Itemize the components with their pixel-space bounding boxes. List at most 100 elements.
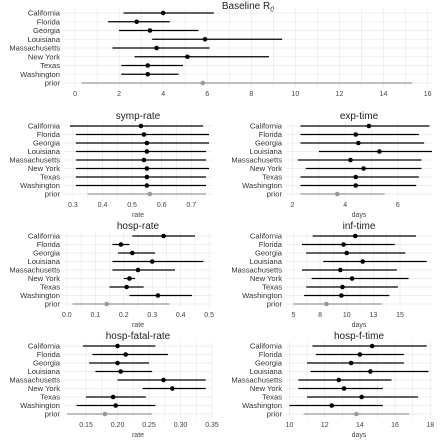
panel-4: inf-time 5 8 10 13 15 CaliforniaFloridaGeorgia… [231, 221, 432, 329]
point-estimate [130, 250, 135, 256]
x-tick-label: 12 [336, 91, 344, 98]
row-label: prior [45, 300, 61, 309]
point-estimate [344, 250, 350, 256]
x-tick-label: 0.25 [142, 422, 156, 429]
x-tick-label: 6 [205, 91, 209, 98]
point-estimate [341, 242, 346, 247]
row-label: Georgia [255, 359, 283, 368]
x-tick-label: 2 [117, 91, 121, 98]
point-estimate [353, 183, 359, 188]
row-label: Texas [40, 393, 60, 402]
x-axis-label: rate [132, 322, 144, 329]
point-estimate [147, 191, 153, 197]
point-estimate [138, 123, 144, 129]
point-estimate [349, 276, 355, 281]
point-estimate [102, 411, 108, 417]
row-label: California [28, 342, 61, 351]
point-estimate [135, 267, 141, 273]
row-label: Texas [40, 173, 60, 182]
point-estimate [368, 369, 373, 374]
x-tick-label: 10 [286, 422, 294, 429]
row-label: Georgia [33, 359, 61, 368]
point-estimate [185, 54, 190, 60]
point-estimate [352, 233, 358, 239]
x-tick-label: 2 [291, 202, 295, 209]
row-label: Florida [37, 350, 61, 359]
point-estimate [361, 166, 366, 171]
x-tick-label: 4 [161, 91, 165, 98]
x-tick-label: 14 [356, 422, 364, 429]
row-label: Massachusetts [9, 44, 60, 53]
point-estimate [149, 259, 155, 264]
row-label: Washington [20, 70, 60, 79]
panel-title: exp-time [340, 111, 379, 122]
point-estimate [324, 301, 329, 307]
row-label: California [250, 342, 283, 351]
row-label: Louisiana [27, 367, 60, 376]
x-tick-label: 15 [396, 312, 404, 319]
point-estimate [134, 19, 140, 25]
row-label: Georgia [33, 249, 61, 258]
panel-3: hosp-rate 0.0 0.1 0.2 0.3 0.4 0.5 CaliforniaFlo… [9, 221, 214, 329]
point-estimate [353, 174, 359, 180]
x-tick-label: 6 [396, 202, 400, 209]
row-label: Washington [20, 181, 60, 190]
point-estimate [144, 183, 150, 188]
point-estimate [113, 403, 118, 408]
row-label: Texas [262, 393, 282, 402]
point-estimate [348, 157, 353, 163]
panel-5: hosp-fatal-rate 0.15 0.20 0.25 0.30 0.35 Calif… [9, 331, 219, 439]
x-tick-label: 10 [343, 312, 351, 319]
row-label: Louisiana [27, 257, 60, 266]
row-label: prior [45, 410, 61, 419]
row-label: Massachusetts [231, 156, 282, 165]
row-label: Massachusetts [231, 376, 282, 385]
row-label: Washington [20, 291, 60, 300]
row-label: Louisiana [249, 147, 282, 156]
point-estimate [329, 403, 335, 408]
row-label: New York [28, 274, 60, 283]
x-tick-label: 4 [343, 202, 347, 209]
row-label: New York [250, 274, 282, 283]
point-estimate [115, 360, 120, 366]
x-tick-label: 0.7 [186, 202, 196, 209]
x-tick-label: 0.4 [98, 202, 108, 209]
point-estimate [348, 360, 354, 366]
row-label: prior [45, 79, 61, 88]
point-estimate [336, 377, 342, 383]
point-estimate [145, 63, 151, 68]
point-estimate [202, 36, 208, 42]
point-estimate [369, 343, 375, 349]
row-label: Massachusetts [9, 266, 60, 275]
x-tick-label: 0.35 [205, 422, 219, 429]
x-axis-label: rate [132, 212, 144, 219]
row-label: Florida [259, 130, 283, 139]
row-label: New York [250, 384, 282, 393]
row-label: Louisiana [27, 35, 60, 44]
panel-0: Baseline R0 0 2 4 6 8 10 12 14 16 CaliforniaFlorid… [9, 1, 432, 98]
panel-title: Baseline R0 [222, 1, 274, 14]
point-estimate [359, 394, 364, 400]
row-label: New York [28, 52, 60, 61]
point-estimate [144, 166, 150, 171]
row-label: California [28, 232, 61, 241]
row-label: Washington [242, 401, 282, 410]
row-label: New York [28, 384, 60, 393]
point-estimate [154, 45, 159, 51]
x-tick-label: 16 [424, 91, 432, 98]
x-tick-label: 0.3 [68, 202, 78, 209]
point-estimate [141, 157, 147, 163]
x-tick-label: 0.1 [90, 312, 100, 319]
point-estimate [356, 140, 361, 146]
point-estimate [377, 149, 382, 154]
row-label: Louisiana [27, 147, 60, 156]
point-estimate [366, 123, 372, 129]
x-tick-label: 8 [249, 91, 253, 98]
x-tick-label: 0.5 [204, 312, 214, 319]
row-label: prior [267, 410, 283, 419]
point-estimate [147, 28, 153, 33]
row-label: California [28, 9, 61, 18]
point-estimate [334, 191, 340, 197]
row-label: California [250, 232, 283, 241]
